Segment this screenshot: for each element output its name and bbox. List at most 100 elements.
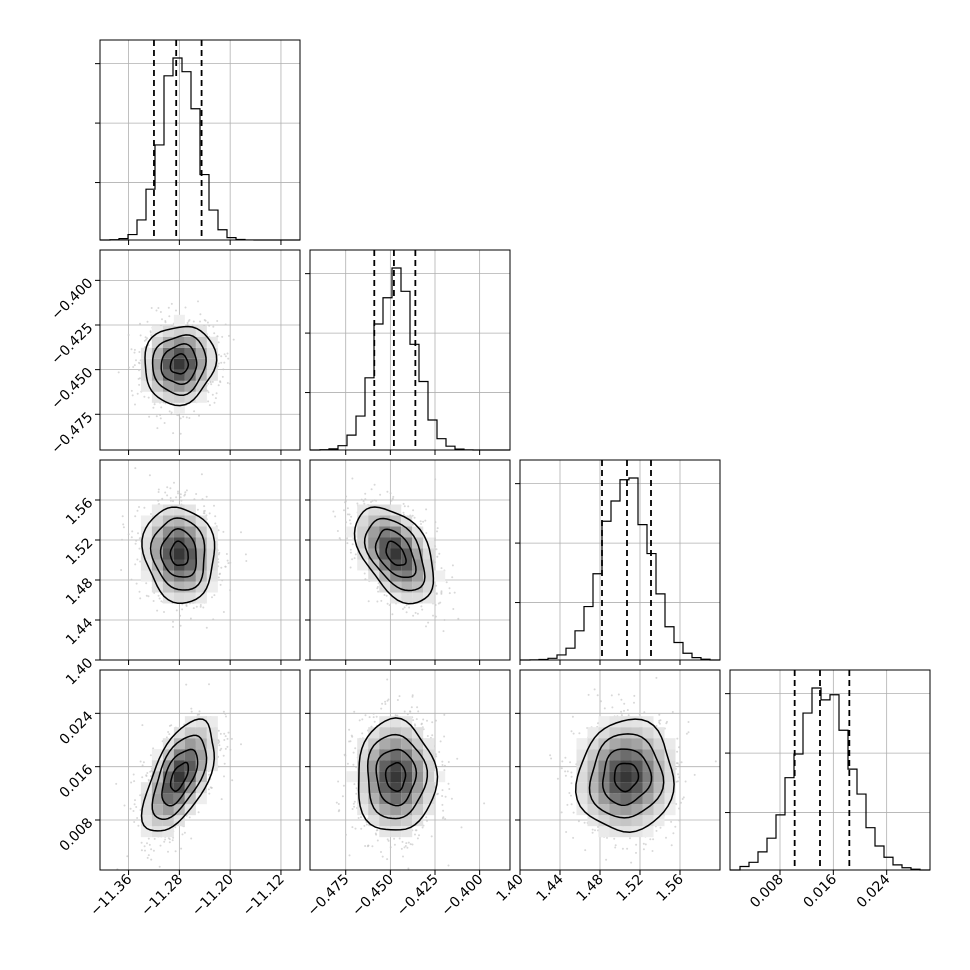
density-cell: [162, 325, 174, 337]
density-cell: [195, 358, 207, 370]
scatter-point: [168, 841, 171, 844]
density-cell: [206, 548, 218, 560]
scatter-point: [144, 336, 147, 339]
panel-frame: [99, 249, 301, 451]
scatter-point: [217, 341, 220, 344]
scatter-point: [134, 799, 136, 802]
density-cell: [423, 581, 435, 593]
density-cell: [401, 592, 413, 604]
density-cell: [162, 581, 174, 593]
scatter-point: [425, 532, 428, 534]
density-cell: [368, 548, 380, 560]
scatter-point: [351, 558, 354, 561]
scatter-point: [201, 498, 204, 501]
density-cell: [151, 358, 163, 370]
scatter-point: [168, 315, 171, 318]
scatter-point: [185, 683, 188, 686]
scatter-point: [332, 510, 335, 513]
scatter-point: [214, 397, 217, 400]
scatter-point: [226, 382, 229, 384]
scatter-point: [434, 521, 437, 524]
density-cell: [195, 782, 207, 794]
scatter-point: [349, 548, 352, 551]
scatter-point: [155, 309, 158, 312]
scatter-point: [179, 493, 182, 496]
scatter-point: [206, 389, 209, 392]
scatter-point: [370, 488, 373, 491]
scatter-point: [169, 487, 172, 490]
scatter-point: [388, 604, 391, 607]
density-cell: [162, 369, 174, 381]
scatter-point: [147, 837, 150, 840]
density-cell: [368, 559, 380, 571]
scatter-point: [177, 492, 179, 495]
scatter-point: [212, 618, 215, 621]
density-cell: [162, 504, 174, 516]
scatter-point: [205, 495, 208, 498]
scatter-point: [354, 553, 357, 556]
scatter-point: [440, 567, 443, 570]
scatter-point: [133, 780, 136, 783]
scatter-point: [164, 402, 167, 405]
scatter-point: [435, 548, 438, 551]
scatter-point: [197, 300, 199, 303]
density-cell: [195, 727, 207, 739]
scatter-point: [159, 311, 162, 313]
scatter-point: [345, 521, 348, 524]
density-cell: [206, 581, 218, 593]
density-cell: [140, 526, 152, 538]
scatter-point: [212, 325, 215, 328]
scatter-point: [414, 611, 417, 614]
scatter-point: [146, 856, 149, 859]
scatter-point: [391, 613, 394, 616]
scatter-point: [157, 594, 160, 597]
scatter-point: [156, 609, 159, 612]
scatter-point: [351, 477, 354, 480]
density-cell: [162, 570, 174, 582]
scatter-point: [210, 383, 213, 386]
scatter-point: [150, 513, 152, 515]
scatter-point: [185, 814, 188, 817]
scatter-point: [121, 538, 123, 541]
density-cell: [206, 760, 218, 772]
density-cell: [173, 347, 185, 359]
density-cell: [390, 515, 402, 527]
density-cell: [368, 515, 380, 527]
scatter-point: [208, 404, 211, 407]
scatter-point: [184, 491, 187, 494]
density-cell: [173, 537, 185, 549]
density-cell: [162, 793, 174, 805]
scatter-point: [229, 748, 232, 751]
scatter-point: [214, 515, 217, 518]
density-cell: [423, 559, 435, 571]
scatter-point: [143, 506, 146, 509]
scatter-point: [135, 359, 137, 362]
scatter-point: [140, 841, 143, 844]
scatter-point: [186, 323, 189, 326]
scatter-point: [150, 307, 153, 309]
scatter-point: [115, 782, 118, 785]
scatter-point: [152, 600, 155, 602]
panel-frame: [309, 459, 511, 661]
scatter-point: [174, 826, 177, 829]
scatter-point: [147, 595, 150, 598]
scatter-point: [223, 762, 226, 765]
density-cell: [401, 515, 413, 527]
density-cell: [206, 369, 218, 381]
scatter-point: [220, 566, 223, 569]
scatter-point: [425, 816, 428, 819]
density-cell: [401, 526, 413, 538]
scatter-point: [244, 553, 247, 556]
density-cell: [206, 336, 218, 348]
scatter-point: [350, 515, 353, 518]
contour-level-1: [159, 528, 197, 578]
scatter-point: [420, 605, 423, 608]
scatter-point: [344, 500, 347, 503]
scatter-point: [363, 572, 366, 575]
density-cell: [151, 826, 163, 838]
density-cell: [195, 559, 207, 571]
scatter-point: [147, 396, 150, 399]
scatter-point: [120, 569, 123, 571]
scatter-point: [195, 605, 198, 608]
scatter-point: [217, 561, 220, 564]
